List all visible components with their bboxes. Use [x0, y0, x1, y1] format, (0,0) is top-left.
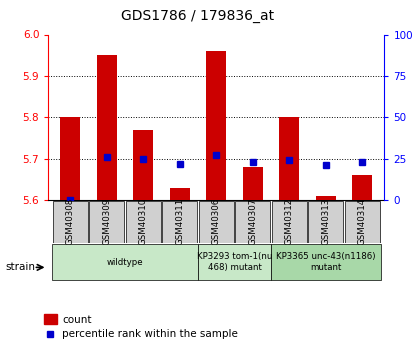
Bar: [89, 200, 124, 243]
Bar: [60, 117, 80, 200]
Text: GSM40308: GSM40308: [66, 198, 75, 245]
Bar: [235, 200, 270, 243]
Bar: [316, 196, 336, 200]
Text: GSM40310: GSM40310: [139, 198, 148, 245]
Bar: [133, 130, 153, 200]
Bar: [126, 200, 161, 243]
Text: wildtype: wildtype: [107, 258, 143, 267]
Bar: [97, 55, 117, 200]
Text: strain: strain: [5, 263, 35, 272]
Text: count: count: [62, 315, 92, 325]
Bar: [52, 244, 198, 280]
Text: GSM40311: GSM40311: [175, 198, 184, 245]
Bar: [162, 200, 197, 243]
Text: GSM40307: GSM40307: [248, 198, 257, 245]
Bar: [206, 51, 226, 200]
Text: GSM40314: GSM40314: [358, 198, 367, 245]
Text: GDS1786 / 179836_at: GDS1786 / 179836_at: [121, 9, 274, 23]
Text: percentile rank within the sample: percentile rank within the sample: [62, 329, 238, 339]
Bar: [271, 244, 381, 280]
Text: KP3293 tom-1(nu
468) mutant: KP3293 tom-1(nu 468) mutant: [197, 253, 272, 272]
Text: KP3365 unc-43(n1186)
mutant: KP3365 unc-43(n1186) mutant: [276, 253, 375, 272]
Bar: [352, 175, 373, 200]
Bar: [272, 200, 307, 243]
Text: GSM40312: GSM40312: [285, 198, 294, 245]
Bar: [170, 188, 190, 200]
Bar: [345, 200, 380, 243]
Text: GSM40306: GSM40306: [212, 198, 221, 245]
Bar: [44, 314, 57, 324]
Bar: [279, 117, 299, 200]
Text: GSM40313: GSM40313: [321, 198, 331, 245]
Text: GSM40309: GSM40309: [102, 198, 111, 245]
Bar: [199, 200, 234, 243]
Bar: [308, 200, 344, 243]
Bar: [243, 167, 263, 200]
Bar: [198, 244, 271, 280]
Bar: [52, 200, 88, 243]
